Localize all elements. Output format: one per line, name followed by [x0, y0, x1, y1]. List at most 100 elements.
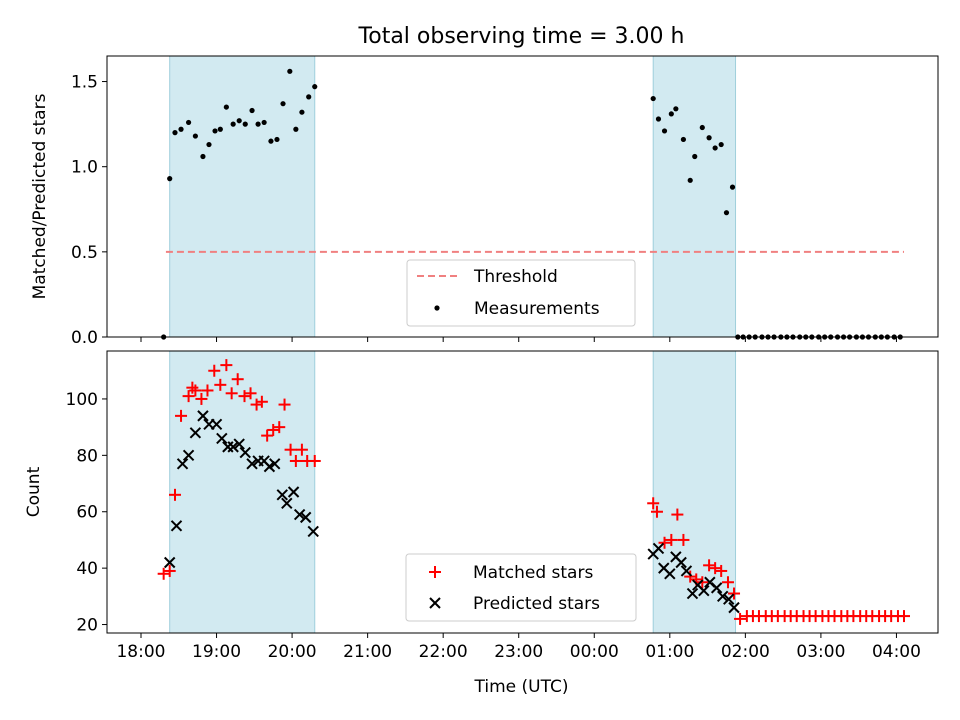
matched-star-point — [289, 454, 302, 467]
predicted-star-point — [182, 449, 195, 462]
predicted-star-point — [197, 410, 209, 422]
chart-title: Total observing time = 3.00 h — [358, 24, 685, 49]
predicted-star-point — [664, 568, 676, 580]
measurement-point — [699, 124, 705, 131]
bottom-y-axis-label: Count — [24, 466, 44, 517]
bottom-legend: Matched stars Predicted stars — [405, 553, 637, 622]
matched-star-point — [157, 567, 170, 580]
measurement-point — [167, 176, 173, 182]
y-tick-label: 100 — [66, 390, 98, 410]
x-tick-label: 19:00 — [192, 642, 241, 662]
predicted-star-point — [680, 565, 693, 577]
matched-star-point — [284, 443, 297, 456]
matched-stars-legend-label: Matched stars — [473, 563, 593, 583]
predicted-star-point — [686, 587, 699, 600]
measurement-point — [655, 116, 662, 122]
x-tick-label: 18:00 — [116, 642, 165, 662]
measurement-point — [172, 130, 178, 136]
bottom-shaded-intervals — [169, 350, 737, 634]
matched-star-point — [647, 497, 660, 510]
matched-star-point — [715, 564, 728, 577]
x-tick-label: 03:00 — [796, 642, 845, 662]
predicted-star-point — [163, 556, 176, 569]
measurement-point — [192, 133, 198, 139]
measurement-point — [661, 128, 668, 134]
measurement-point — [687, 177, 693, 183]
matched-star-point — [168, 488, 181, 501]
predicted-star-point — [269, 458, 281, 470]
matched-star-point — [267, 423, 280, 436]
observing-window — [652, 350, 737, 634]
predicted-star-point — [233, 438, 245, 450]
measurement-point — [274, 136, 280, 143]
predicted-star-point — [170, 520, 183, 532]
y-tick-label: 60 — [76, 503, 98, 523]
matched-star-point — [201, 384, 214, 397]
measurement-point — [217, 126, 223, 132]
measurement-point — [200, 153, 206, 160]
predicted-star-point — [176, 458, 189, 470]
matched-star-point — [225, 387, 238, 400]
measurement-point — [206, 141, 212, 148]
x-tick-label: 02:00 — [721, 642, 770, 662]
measurement-point — [261, 119, 267, 126]
matched-star-point — [721, 576, 734, 589]
matched-star-point — [671, 508, 684, 521]
predicted-star-point — [287, 486, 300, 498]
y-tick-label: 1.5 — [71, 73, 98, 93]
predicted-star-point — [216, 432, 228, 445]
predicted-star-point — [246, 458, 258, 470]
measurement-point — [673, 106, 679, 112]
predicted-star-point — [728, 601, 740, 614]
predicted-star-point — [299, 511, 312, 524]
predicted-star-point — [227, 441, 239, 453]
measurement-point — [236, 118, 242, 124]
measurement-point — [723, 210, 730, 216]
measurement-point — [178, 126, 184, 132]
bottom-legend-box — [405, 553, 637, 622]
observing-window — [652, 55, 737, 338]
measurement-point — [255, 121, 261, 127]
y-tick-label: 40 — [76, 559, 98, 579]
measurements-legend-label: Measurements — [474, 299, 600, 319]
matched-star-point — [728, 587, 741, 600]
predicted-stars-series — [163, 410, 740, 614]
measurement-point — [306, 94, 312, 100]
matched-star-point — [175, 409, 188, 422]
predicted-star-point — [307, 525, 319, 538]
predicted-star-point — [652, 542, 665, 555]
predicted-star-point — [210, 418, 223, 431]
matched-stars-series — [157, 359, 911, 625]
y-tick-label: 1.0 — [71, 158, 98, 178]
measurement-point — [280, 101, 286, 107]
bottom-axes-ticks: 18:00 19:00 20:00 21:00 22:00 23:00 00:00 01:00… — [66, 390, 921, 662]
measurement-point — [729, 184, 736, 190]
predicted-star-point — [239, 446, 251, 459]
matched-star-point — [703, 559, 716, 572]
y-tick-label: 0.0 — [71, 328, 98, 348]
x-tick-label: 01:00 — [645, 642, 694, 662]
y-tick-label: 80 — [76, 446, 98, 466]
measurement-point — [650, 95, 656, 102]
matched-star-point — [684, 570, 697, 583]
matched-star-point — [244, 387, 257, 400]
matched-star-point — [665, 533, 678, 546]
x-tick-label: 22:00 — [419, 642, 468, 662]
predicted-star-point — [716, 590, 729, 603]
measurement-point — [293, 126, 299, 132]
measurement-point — [230, 121, 236, 127]
measurement-point — [668, 111, 674, 117]
matched-star-point — [308, 454, 321, 467]
matched-star-point — [898, 610, 911, 623]
measurement-point — [249, 107, 255, 114]
measurement-point — [287, 68, 293, 74]
matched-star-point — [231, 373, 244, 386]
threshold-legend-label: Threshold — [473, 267, 558, 287]
matched-star-point — [278, 398, 291, 411]
y-tick-label: 0.5 — [71, 243, 98, 263]
matched-star-point — [658, 536, 671, 549]
measurement-point — [268, 138, 274, 144]
predicted-star-point — [698, 584, 710, 597]
top-axes-frame — [106, 55, 939, 338]
